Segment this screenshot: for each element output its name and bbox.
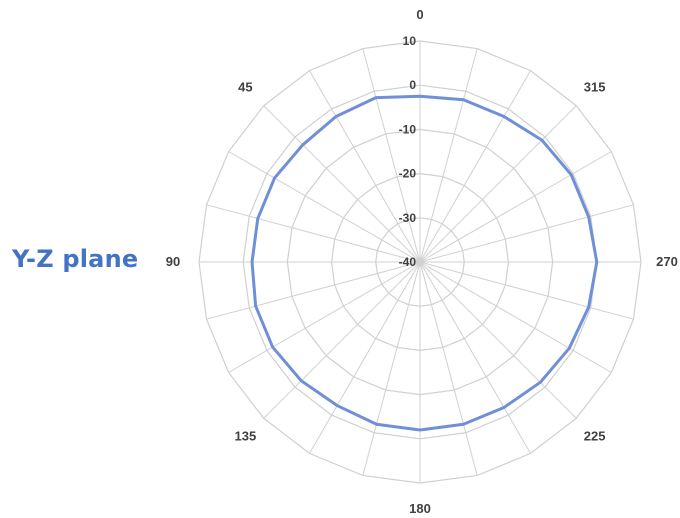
angle-label: 225 <box>584 429 606 444</box>
grid-spoke-255 <box>419 261 634 320</box>
grid-spoke-300 <box>419 151 612 263</box>
grid-spoke-120 <box>228 261 421 373</box>
r-tick-label: -30 <box>399 211 417 225</box>
grid-spoke-195 <box>419 261 478 476</box>
radius-tick-labels: 10 0 -10 -20 -30 -40 <box>399 34 417 269</box>
angle-label: 315 <box>584 79 606 94</box>
grid-spoke-150 <box>309 261 421 454</box>
grid-spoke-240 <box>419 261 612 373</box>
series-layer <box>250 94 599 432</box>
grid-spoke-315 <box>419 105 577 263</box>
r-tick-label: -20 <box>399 167 417 181</box>
r-tick-label: 10 <box>403 34 417 48</box>
grid-spoke-75 <box>206 204 421 263</box>
grid-spoke-345 <box>419 48 478 263</box>
r-tick-label: 0 <box>409 78 416 92</box>
angle-label: 270 <box>656 254 678 269</box>
grid-spoke-105 <box>206 261 421 320</box>
grid-spoke-30 <box>309 70 421 263</box>
grid-spoke-45 <box>263 105 421 263</box>
angle-label: 180 <box>409 501 431 516</box>
grid-spoke-165 <box>362 261 421 476</box>
grid-spoke-225 <box>419 261 577 419</box>
angle-label: 90 <box>166 254 180 269</box>
angle-label: 45 <box>238 79 252 94</box>
angle-label: 135 <box>234 429 256 444</box>
grid-spoke-15 <box>362 48 421 263</box>
grid-spoke-210 <box>419 261 531 454</box>
grid-spoke-285 <box>419 204 634 263</box>
grid-spoke-60 <box>228 151 421 263</box>
plane-label: Y-Z plane <box>12 245 139 273</box>
r-tick-label: -40 <box>399 255 417 269</box>
series-line-0 <box>250 94 599 432</box>
r-tick-label: -10 <box>399 122 417 136</box>
grid-spoke-135 <box>263 261 421 419</box>
radar-grid <box>198 40 642 484</box>
angle-label: 0 <box>416 7 423 22</box>
grid-spoke-330 <box>419 70 531 263</box>
angle-labels: 0 45 90 135 180 225 270 315 <box>166 7 678 516</box>
